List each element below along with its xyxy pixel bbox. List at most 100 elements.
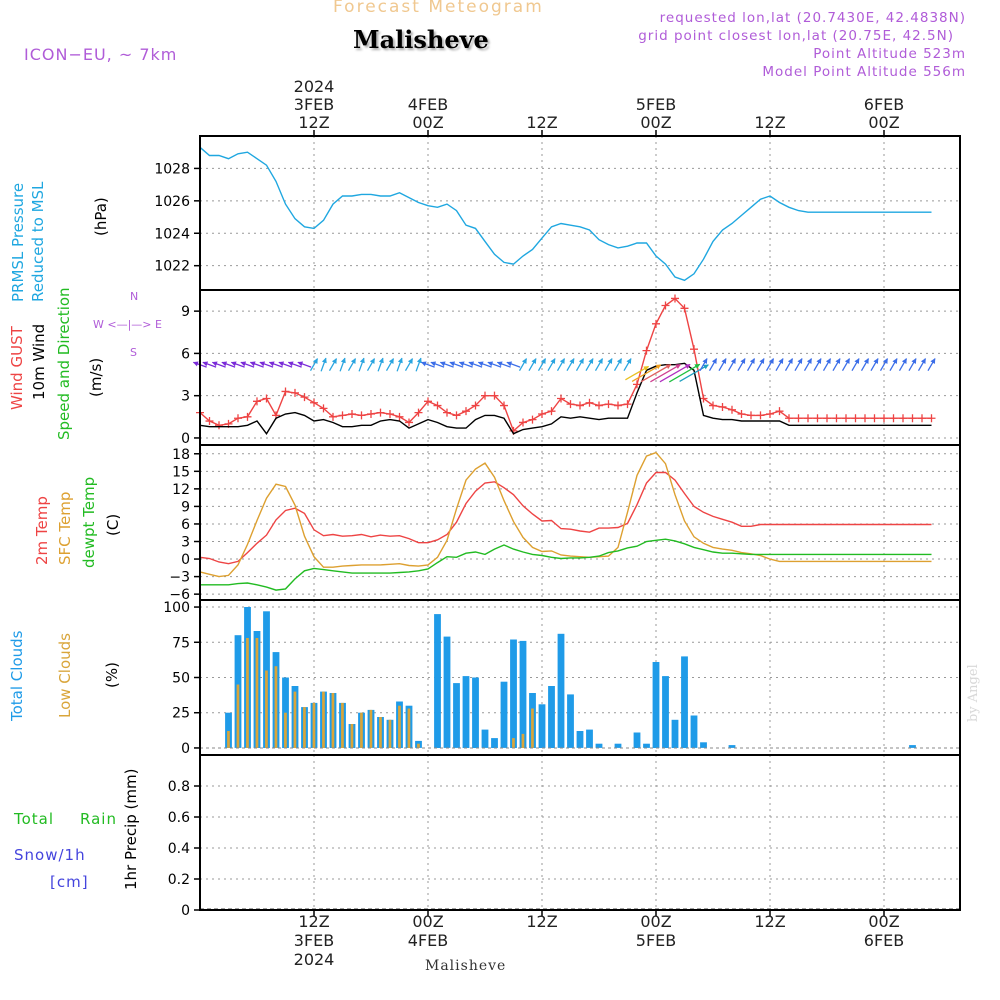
bottom-time-label: 00Z (640, 912, 671, 931)
wind-direction-arrow (518, 358, 528, 372)
total-cloud-bar (225, 712, 232, 748)
gust-marker (747, 411, 755, 420)
gust-marker (633, 380, 641, 389)
gust-marker (424, 397, 432, 406)
wind-direction-arrow (339, 357, 346, 372)
wind-direction-arrow (625, 365, 650, 381)
low-cloud-bar (293, 691, 297, 748)
low-cloud-bar (284, 712, 287, 748)
wind-direction-arrow (415, 357, 422, 372)
y-tick-label: −6 (169, 587, 190, 603)
bottom-time-label: 4FEB (408, 931, 448, 950)
wind-direction-arrow (784, 358, 794, 372)
gust-marker (842, 414, 850, 423)
total-cloud-bar (510, 639, 517, 748)
low-cloud-bar (350, 724, 354, 748)
y-tick-label: 3 (181, 389, 190, 405)
wind-direction-arrow (813, 358, 822, 372)
precip-snow-label: Snow/1h (14, 846, 86, 864)
gust-marker (414, 408, 423, 417)
gust-marker (652, 319, 660, 328)
series-10m-wind (199, 362, 932, 435)
wind-direction-arrow (765, 358, 775, 372)
series-wind-gust (199, 297, 932, 433)
wind-direction-arrow (927, 358, 936, 372)
precip-cm-label: [cm] (50, 873, 89, 891)
y-tick-label: 0 (181, 741, 190, 757)
gust-marker (471, 401, 480, 410)
y-tick-label: 9 (181, 304, 190, 320)
wind-direction-arrow (832, 358, 841, 372)
y-tick-label: 0 (181, 431, 190, 447)
total-cloud-bar (690, 715, 698, 748)
low-cloud-bar (360, 712, 363, 748)
gust-marker (205, 417, 214, 426)
bottom-time-label: 12Z (526, 912, 557, 931)
precip-rain-label: Rain (80, 810, 117, 828)
bottom-time-label: 12Z (754, 912, 785, 931)
requested-coords: requested lon,lat (20.7430E, 42.4838N) (659, 10, 966, 26)
compass-s: S (130, 346, 137, 359)
wind-direction-arrow (506, 361, 521, 368)
y-tick-label: 25 (172, 706, 190, 722)
bottom-time-label: 12Z (298, 912, 329, 931)
y-tick-label: 18 (172, 447, 190, 463)
gust-marker (234, 414, 242, 423)
wind-direction-arrow (537, 358, 547, 372)
total-cloud-bar (557, 633, 565, 748)
y-tick-label: 1022 (154, 259, 190, 275)
wind-direction-arrow (594, 358, 604, 372)
wind-direction-arrow (718, 358, 727, 372)
y-tick-label: 12 (172, 482, 190, 498)
low-cloud-bar (331, 693, 335, 748)
wind-direction-arrow (775, 358, 784, 372)
wind-direction-arrow (547, 358, 556, 372)
wind-direction-arrow (841, 358, 851, 372)
wind-direction-arrow (297, 361, 312, 368)
panel-frame (199, 135, 961, 291)
total-cloud-bar (491, 738, 498, 748)
gust-marker (557, 394, 565, 403)
low-cloud-bar (265, 670, 268, 748)
wind-direction-arrow (358, 357, 365, 372)
total-cloud-bar (434, 614, 441, 748)
gust-marker (775, 407, 784, 416)
gust-marker (699, 394, 708, 403)
top-time-label: 3FEB (294, 95, 334, 114)
gust-marker (500, 401, 508, 410)
wind-direction-arrow (659, 363, 691, 383)
wind-direction-arrow (309, 358, 319, 372)
gust-marker (585, 398, 594, 407)
gust-marker (671, 294, 679, 303)
total-cloud-bar (909, 745, 916, 748)
top-time-label: 00Z (868, 113, 899, 132)
total-cloud-bar (681, 656, 688, 748)
low-cloud-bar (227, 731, 230, 748)
bottom-time-label: 6FEB (864, 931, 904, 950)
low-cloud-bar (341, 702, 344, 748)
gust-marker (376, 408, 385, 417)
total-cloud-bar (586, 729, 593, 748)
gust-marker (576, 401, 584, 410)
wind-direction-arrow (803, 358, 813, 372)
gust-marker (538, 410, 546, 418)
gust-marker (243, 412, 252, 421)
low-cloud-bar (369, 709, 373, 748)
low-cloud-bar (512, 738, 515, 748)
low-cloud-bar (531, 708, 534, 748)
y-tick-label: 0 (181, 903, 190, 919)
low-cloud-bar (255, 638, 259, 748)
wind-direction-arrow (908, 358, 917, 372)
low-cloud-bar (236, 684, 240, 748)
wind-direction-arrow (898, 358, 908, 372)
gust-marker (329, 412, 337, 421)
wind-direction-arrow (575, 358, 585, 372)
gust-marker (519, 418, 527, 427)
gust-marker (595, 401, 603, 410)
gust-marker (604, 400, 613, 409)
gust-marker (709, 401, 717, 410)
wind-direction-arrow (746, 358, 756, 372)
total-cloud-bar (472, 677, 479, 748)
y-tick-label: 0 (181, 552, 190, 568)
gust-marker (443, 408, 451, 417)
